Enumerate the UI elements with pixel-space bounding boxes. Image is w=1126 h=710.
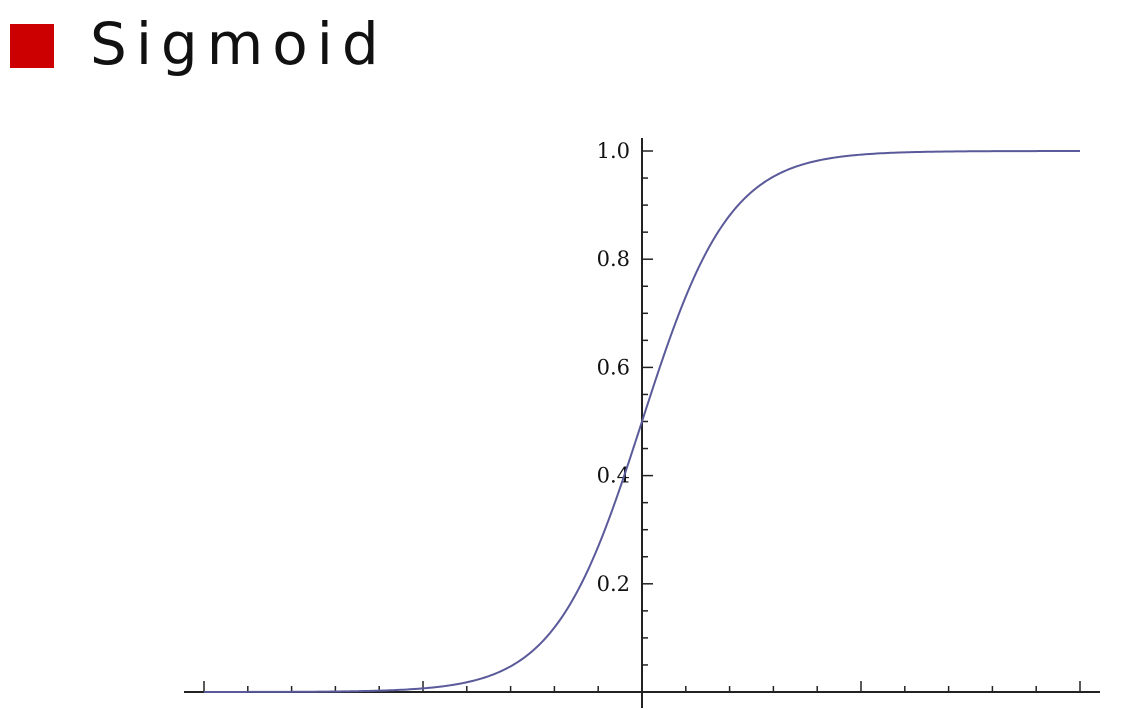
title-bullet-square — [10, 24, 54, 68]
y-tick-labels: 0.20.40.60.81.0 — [597, 139, 630, 596]
sigmoid-curve — [203, 150, 1081, 693]
y-tick-label: 0.2 — [597, 572, 630, 596]
y-tick-label: 0.8 — [597, 247, 630, 271]
page-title: Sigmoid — [90, 10, 388, 78]
plot-area — [203, 150, 1081, 693]
y-tick-label: 1.0 — [597, 139, 630, 163]
y-tick-label: 0.6 — [597, 355, 630, 379]
